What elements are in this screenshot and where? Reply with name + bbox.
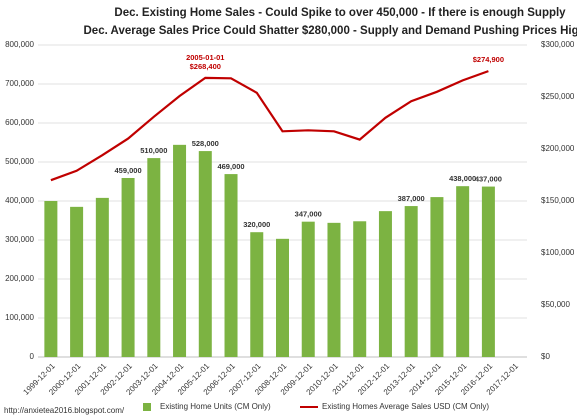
bar-value-label: 438,000 [449,174,476,183]
legend-swatch [143,403,151,411]
y2-tick-label: $300,000 [541,40,575,49]
y-tick-label: 0 [30,352,35,361]
bar [95,197,109,357]
y2-tick-label: $50,000 [541,300,570,309]
line-value-label: $274,900 [473,55,504,64]
y-tick-label: 400,000 [5,196,34,205]
bar [276,238,289,357]
line [50,70,489,182]
bar [481,186,495,357]
bar [147,158,161,357]
bar [173,144,187,357]
y2-tick-label: $250,000 [541,92,575,101]
y-tick-label: 200,000 [5,274,34,283]
y2-tick-label: $0 [541,352,550,361]
bar [378,211,392,357]
bar [44,201,58,357]
y-tick-label: 100,000 [5,313,34,322]
bar [198,151,212,357]
bar [70,206,84,357]
bar [121,177,135,357]
bar-value-label: 528,000 [192,139,219,148]
bar-value-label: 387,000 [398,194,425,203]
legend-label: Existing Home Units (CM Only) [160,402,271,411]
bar-value-label: 469,000 [217,162,244,171]
chart-subtitle: Dec. Average Sales Price Could Shatter $… [84,25,577,37]
y2-tick-label: $100,000 [541,248,575,257]
bar [301,221,315,357]
bar [456,186,470,357]
bar [250,232,264,357]
legend-label: Existing Homes Average Sales USD (CM Onl… [322,402,489,411]
bar [224,174,238,357]
bar-value-label: 459,000 [115,166,142,175]
source-text: http://anxietea2016.blogspot.com/ [4,406,125,415]
bar [404,206,418,357]
chart-title: Dec. Existing Home Sales - Could Spike t… [114,7,566,19]
y-tick-label: 800,000 [5,40,34,49]
bar-value-label: 320,000 [243,220,270,229]
line-value-label: $268,400 [190,62,221,71]
bar-value-label: 437,000 [475,175,502,184]
bar [353,221,367,357]
bar [327,222,341,357]
y-tick-label: 600,000 [5,118,34,127]
y-tick-label: 500,000 [5,157,34,166]
bar [430,197,444,357]
annotation: 2005-01-01 [186,53,224,62]
bar-value-label: 347,000 [295,210,322,219]
y-tick-label: 300,000 [5,235,34,244]
bar-value-label: 510,000 [140,146,167,155]
y-tick-label: 700,000 [5,79,34,88]
y2-tick-label: $200,000 [541,144,575,153]
y2-tick-label: $150,000 [541,196,575,205]
